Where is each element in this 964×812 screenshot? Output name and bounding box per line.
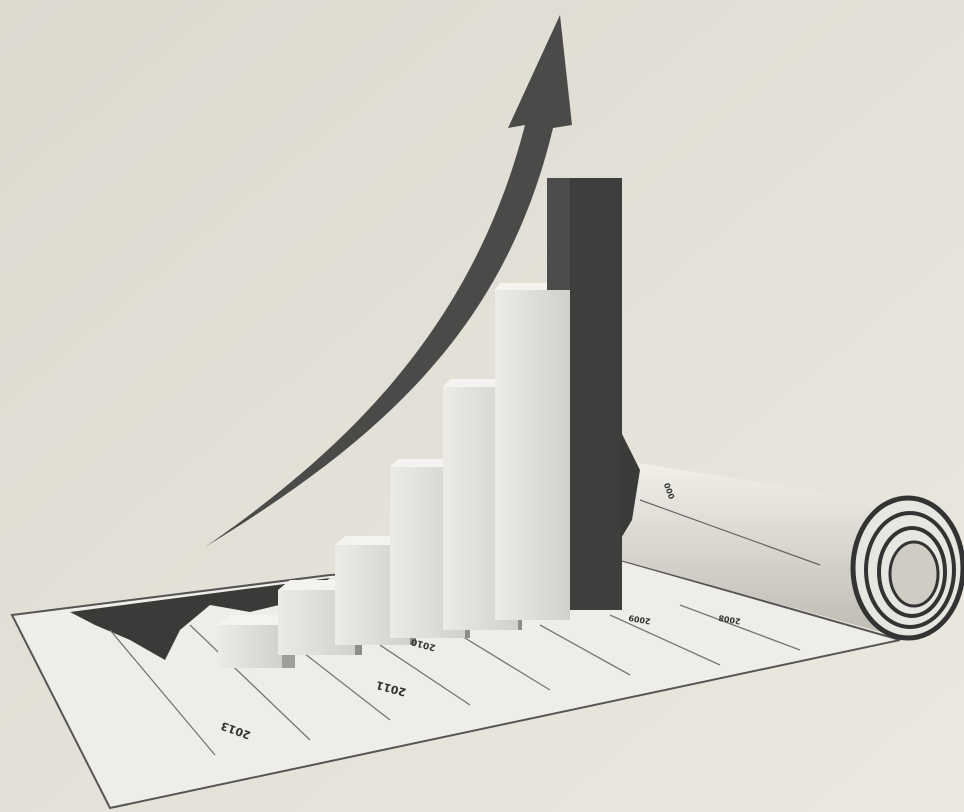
roll-line: [639, 499, 821, 566]
bar-top: [218, 615, 295, 625]
torn-edge: [620, 430, 640, 540]
paper-roll-body: [620, 460, 910, 640]
bar: [495, 290, 570, 620]
bars: [218, 178, 640, 668]
floor-label: 2009: [627, 613, 651, 626]
paper-lines: [109, 604, 801, 756]
floor-label: 2008: [717, 613, 741, 626]
dark-bar-top-part: [547, 178, 570, 290]
bar: [218, 625, 282, 668]
paper-roll-spiral: [850, 495, 964, 641]
paper-silhouette: [70, 578, 330, 660]
dark-bar-front: [570, 178, 622, 610]
